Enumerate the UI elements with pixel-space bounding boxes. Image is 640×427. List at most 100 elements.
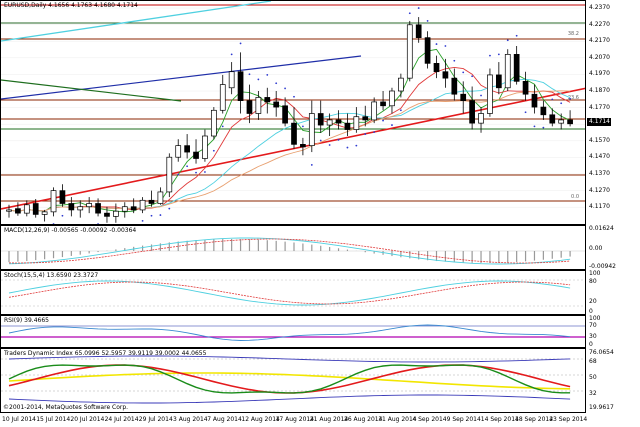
candle-body	[237, 71, 244, 101]
sar-dot	[506, 39, 509, 42]
candle-body	[469, 100, 475, 124]
sar-dot	[453, 59, 456, 62]
candle-body	[113, 210, 119, 217]
sar-dot	[150, 214, 153, 217]
price-chart-panel[interactable]: EURUSD,Daily 4.1656 4.1763 4.1680 4.1714…	[0, 0, 586, 225]
sar-dot	[542, 126, 545, 129]
sar-dot	[230, 53, 233, 56]
rsi-panel[interactable]: RSI(9) 39.4665	[0, 315, 586, 348]
sar-dot	[275, 82, 278, 85]
macd-chart[interactable]	[1, 226, 586, 270]
sar-dot	[435, 43, 438, 45]
date-axis-label: 15 Jul 2014	[36, 416, 71, 423]
sar-dot	[168, 207, 171, 210]
stoch-axis: 100 80 20 0	[586, 270, 640, 315]
candle-body	[398, 77, 404, 92]
sar-dot	[489, 54, 491, 57]
date-axis-label: 3 Aug 2014	[173, 416, 208, 423]
stoch-panel-label: Stoch(15,5,4) 13.6590 23.3727	[4, 272, 99, 279]
stoch-axis-tick: 80	[589, 278, 597, 285]
sar-dot	[221, 125, 224, 128]
rsi-panel-label: RSI(9) 39.4665	[4, 317, 49, 324]
candle-body	[104, 212, 110, 217]
tdi-axis-tick: 68	[589, 358, 597, 365]
sar-dot	[355, 144, 358, 147]
candle-body	[415, 24, 422, 38]
candle-body	[95, 203, 101, 214]
stoch-axis-tick: 20	[589, 298, 597, 305]
tdi-panel[interactable]: Traders Dynamic Index 65.0996 52.5957 39…	[0, 348, 586, 413]
sar-dot	[426, 20, 429, 22]
sar-dot	[382, 119, 384, 122]
candle-body	[77, 206, 84, 211]
macd-line	[8, 237, 571, 265]
sar-dot	[61, 214, 64, 217]
candle-body	[184, 145, 190, 153]
sar-dot	[302, 125, 304, 128]
price-chart[interactable]: 38.2 23.6 0.0	[1, 1, 586, 225]
tdi-chart[interactable]	[1, 349, 586, 413]
rsi-chart[interactable]	[1, 316, 586, 348]
rsi-axis-tick: 100	[589, 315, 601, 322]
sar-dot	[52, 223, 55, 224]
candle-body	[317, 113, 324, 126]
price-axis-tick: 4.2070	[589, 53, 610, 61]
tdi-axis-tick: 19.9617	[589, 404, 614, 411]
copyright-text: ©2001-2014, MetaQuotes Software Corp.	[3, 404, 129, 411]
stoch-chart[interactable]	[1, 271, 586, 315]
sar-dot	[551, 98, 554, 101]
tdi-axis: 76.0654 68 50 32 19.9617	[586, 348, 640, 413]
candle-body	[478, 113, 484, 124]
candle-body	[32, 203, 39, 215]
sar-dot	[293, 95, 295, 98]
price-axis-tick: 4.2370	[589, 4, 610, 11]
sar-dot	[408, 12, 411, 15]
candle-body	[219, 84, 226, 111]
tdi-lower-band	[8, 394, 571, 404]
macd-panel-label: MACD(12,26,9) -0.00565 -0.00092 -0.00364	[4, 227, 137, 234]
tdi-rsi-line	[8, 364, 571, 394]
candle-body	[139, 199, 146, 211]
sar-dot	[391, 124, 393, 126]
price-panel-label: EURUSD,Daily 4.1656 4.1763 4.1680 4.1714	[4, 2, 138, 9]
sar-dot	[212, 149, 215, 152]
sar-dot	[97, 223, 99, 224]
price-axis-tick: 4.1270	[589, 186, 610, 194]
candle-body	[460, 93, 467, 101]
candle-body	[148, 199, 155, 204]
ma-mid-line	[8, 66, 571, 212]
stoch-axis-tick: 0	[589, 308, 593, 315]
macd-panel[interactable]: MACD(12,26,9) -0.00565 -0.00092 -0.00364	[0, 225, 586, 270]
tdi-panel-label: Traders Dynamic Index 65.0996 52.5957 39…	[4, 350, 207, 357]
date-axis-label: 29 Jul 2014	[138, 416, 173, 423]
candle-body	[300, 144, 306, 148]
sar-dot	[177, 173, 180, 176]
candle-body	[15, 208, 21, 214]
sar-dot	[417, 7, 420, 9]
ma-fast-line	[8, 48, 571, 213]
tdi-signal-line	[8, 364, 571, 394]
fib-label: 23.6	[568, 95, 579, 101]
current-price-badge: 4.1714	[587, 118, 611, 126]
sar-dot	[462, 71, 465, 74]
macd-axis-tick: -0.00942	[589, 263, 616, 270]
candle-body	[567, 119, 573, 125]
sar-dot	[257, 78, 260, 81]
candle-body	[282, 105, 288, 124]
candle-body	[380, 101, 386, 107]
stoch-panel[interactable]: Stoch(15,5,4) 13.6590 23.3727	[0, 270, 586, 315]
sar-dot	[239, 42, 242, 45]
candle-body	[406, 24, 413, 79]
macd-axis-tick: 0.01624	[589, 225, 614, 232]
sar-dot	[569, 97, 571, 100]
candle-body	[291, 122, 297, 145]
candle-body	[513, 54, 520, 82]
sar-dot	[533, 125, 536, 128]
candle-body	[130, 206, 137, 211]
candle-body	[59, 190, 66, 204]
sar-dot	[373, 131, 376, 134]
date-axis-label: 10 Jul 2014	[2, 416, 36, 423]
price-axis: 4.2370 4.2270 4.2170 4.2070 4.1970 4.1870 4.17…	[586, 0, 640, 225]
sar-dot	[471, 75, 474, 78]
tdi-axis-tick: 76.0654	[589, 349, 614, 356]
